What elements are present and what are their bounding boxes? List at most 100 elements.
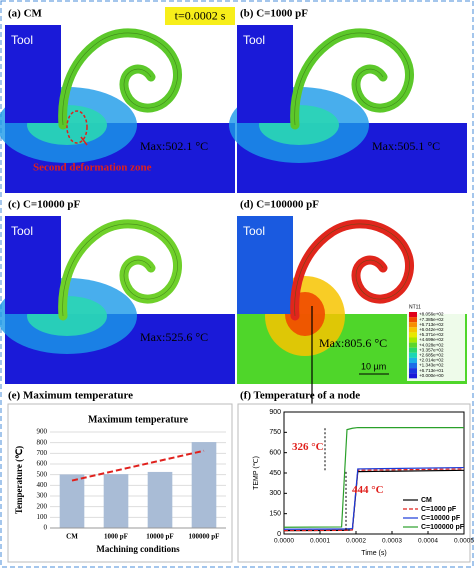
tool-label: Tool — [11, 33, 33, 47]
legend-swatch — [409, 357, 417, 363]
tool — [5, 25, 61, 123]
legend-title: NT11 — [409, 304, 421, 310]
y-tick-label: 600 — [37, 460, 48, 468]
legend-label: +2.014e+02 — [419, 358, 444, 363]
annotation: 326 °C — [292, 441, 324, 453]
y-tick-label: 900 — [37, 428, 48, 436]
x-tick-label: 1000 pF — [104, 533, 128, 541]
legend-swatch — [409, 363, 417, 369]
sim-panel: (d) C=100000 pF Tool Max:805.6 °C NT11 +8.05… — [237, 196, 467, 410]
legend-swatch — [409, 327, 417, 333]
legend-swatch — [409, 322, 417, 328]
legend-swatch — [409, 337, 417, 343]
series-line — [283, 426, 464, 528]
tool-label: Tool — [243, 33, 265, 47]
x-tick-label: 0.0000 — [274, 538, 294, 545]
y-tick-label: 400 — [37, 481, 48, 489]
panel-label: (c) C=10000 pF — [8, 199, 81, 211]
legend-label: +6.713e+01 — [419, 368, 444, 373]
panel-label: (f) Temperature of a node — [240, 390, 360, 402]
x-tick-label: 10000 pF — [146, 533, 173, 541]
y-tick-label: 0 — [44, 524, 48, 532]
label-bg — [5, 5, 83, 21]
label-bg — [237, 196, 329, 212]
legend-swatch — [409, 332, 417, 338]
bar — [59, 474, 85, 528]
chip-edge — [294, 32, 410, 126]
tool — [237, 216, 293, 314]
legend-label: C=100000 pF — [421, 524, 465, 531]
x-axis-label: Machining conditions — [96, 544, 180, 554]
legend-label: +0.000e+00 — [419, 373, 444, 378]
y-tick-label: 500 — [37, 470, 48, 478]
y-tick-label: 900 — [269, 409, 281, 416]
panel-label: (d) C=100000 pF — [240, 199, 319, 211]
max-label: Max:505.1 °C — [372, 139, 440, 153]
y-tick-label: 300 — [269, 490, 281, 497]
legend-swatch — [409, 317, 417, 323]
x-tick-label: 0.0001 — [310, 538, 330, 545]
y-tick-label: 800 — [37, 438, 48, 446]
trend-line — [71, 449, 205, 482]
series-line — [283, 468, 465, 532]
label-bg — [237, 5, 315, 21]
y-tick-label: 0 — [277, 531, 281, 538]
x-tick-label: 0.0004 — [418, 538, 438, 545]
tool-label: Tool — [243, 224, 265, 238]
zone-note: Second deformation zone — [33, 162, 152, 174]
y-tick-label: 750 — [269, 429, 281, 436]
y-tick-label: 200 — [37, 502, 48, 510]
label-bg — [5, 196, 83, 212]
y-axis-label: Temperature (℃) — [14, 446, 24, 514]
legend-label: +6.042e+02 — [419, 327, 444, 332]
x-tick-label: 100000 pF — [189, 533, 220, 541]
x-tick-label: 0.0005 — [454, 538, 474, 545]
chip-edge — [294, 223, 410, 317]
y-tick-label: 100 — [37, 513, 48, 521]
legend-swatch — [409, 342, 417, 348]
legend-swatch — [409, 347, 417, 353]
zone-arrow — [80, 136, 88, 146]
sim-panel: (a) CM Tool Max:502.1 °C Second deformation… — [0, 5, 235, 193]
panel-label: (b) C=1000 pF — [240, 8, 308, 20]
y-tick-label: 450 — [269, 470, 281, 477]
bar — [147, 471, 173, 528]
tool — [5, 216, 61, 314]
max-label: Max:805.6 °C — [319, 336, 387, 350]
y-axis-label: TEMP (℃) — [253, 456, 260, 490]
legend-swatch — [409, 352, 417, 358]
x-tick-label: 0.0003 — [382, 538, 402, 545]
chip-edge — [62, 223, 178, 317]
bar — [191, 442, 217, 528]
tool-label: Tool — [11, 224, 33, 238]
tool — [237, 25, 293, 123]
sim-panel: (c) C=10000 pF Tool Max:525.6 °C — [0, 196, 235, 384]
legend-label: +7.385e+02 — [419, 317, 444, 322]
legend-swatch — [409, 312, 417, 318]
zone-mark — [66, 110, 88, 144]
legend-swatch — [409, 368, 417, 374]
legend-label: C=10000 pF — [421, 515, 461, 522]
x-axis-label: Time (s) — [361, 550, 386, 557]
legend-label: +6.713e+02 — [419, 322, 444, 327]
time-label: t=0.0002 s — [175, 8, 226, 22]
x-tick-label: 0.0002 — [346, 538, 366, 545]
legend-label: +5.371e+02 — [419, 332, 444, 337]
chip-edge — [62, 32, 178, 126]
legend-label: C=1000 pF — [421, 506, 457, 513]
series-line — [283, 466, 465, 530]
chart-title: Maximum temperature — [88, 414, 189, 425]
sim-panel: (b) C=1000 pF Tool Max:505.1 °C — [229, 5, 467, 193]
annotation: 444 °C — [352, 484, 384, 496]
max-label: Max:502.1 °C — [140, 139, 208, 153]
panel-label: (e) Maximum temperature — [8, 390, 133, 402]
legend-label: +8.056e+02 — [419, 312, 444, 317]
y-tick-label: 700 — [37, 449, 48, 457]
legend-label: +3.357e+02 — [419, 347, 444, 352]
legend-label: +4.699e+02 — [419, 337, 444, 342]
time-bg — [165, 7, 235, 25]
bar — [103, 474, 129, 528]
y-tick-label: 600 — [269, 450, 281, 457]
legend-label: +4.028e+02 — [419, 342, 444, 347]
